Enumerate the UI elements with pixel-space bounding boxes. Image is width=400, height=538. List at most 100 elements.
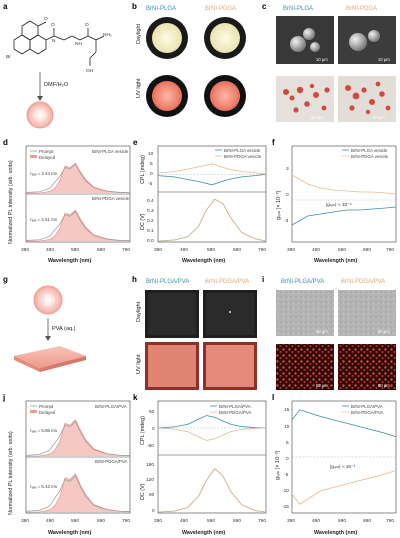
legend-e-1: BrNI-PLGA vesicle — [224, 148, 261, 153]
panel-f-yticks: 3 0 -3 — [284, 166, 289, 224]
l-ytick-5: -10 — [282, 488, 289, 494]
d-top-prompt-line — [25, 163, 131, 194]
panel-k-frame — [157, 400, 267, 514]
j-top-prompt-line — [25, 420, 131, 456]
legend-e-2: BrNI-PDGA vesicle — [224, 154, 262, 159]
film-plga-uv-inner — [148, 345, 196, 387]
panel-j-tau-bottom: τₐᵥₑ = 5.42 ms — [30, 484, 58, 489]
l-ytick-4: -5 — [284, 472, 289, 478]
pva-film-side-2 — [40, 356, 86, 372]
sem-sphere-3 — [310, 42, 320, 52]
k-ytick-b2: 60 — [149, 492, 155, 498]
powder-plga-day — [152, 23, 182, 53]
atom-o1: O — [51, 22, 55, 28]
panel-d-xlabel: Wavelength (nm) — [48, 258, 91, 264]
l-ytick-0: 15 — [284, 407, 290, 413]
legend-j-delayed: Delayed — [39, 410, 56, 415]
fluor-aggregates-pdga — [345, 81, 391, 115]
f-series-2 — [291, 174, 397, 195]
powder-pdga-day — [210, 23, 240, 53]
panel-e: e CPL (mdeg) DC (V) Wavelength (nm) 10 5… — [133, 138, 266, 264]
j-top-delayed-area — [26, 419, 130, 456]
panel-c-col2: BrNI-PDGA — [346, 6, 377, 12]
e-ytick-b0: 0.4 — [147, 198, 154, 204]
f-ytick-1: 0 — [286, 192, 289, 198]
l-xtick-1: 490 — [312, 518, 320, 524]
l-xtick-2: 590 — [338, 518, 346, 524]
k-top-series-2 — [157, 427, 267, 441]
arrow-head-g — [45, 336, 51, 341]
k-ytick-b0: 180 — [146, 462, 154, 468]
panel-g: g PVA (aq.) — [3, 275, 86, 372]
vesicle-illustration-g — [33, 285, 63, 315]
l-series-1 — [291, 409, 397, 438]
j-bottom-delayed-area — [26, 473, 130, 512]
d-bottom-prompt-line — [25, 211, 131, 242]
panel-label-a: a — [3, 2, 8, 11]
j-bottom-delayed-line — [26, 473, 131, 513]
panel-l: l gₗₓₘ (× 10⁻³) Wavelength (nm) 15 10 5 … — [272, 393, 397, 536]
k-xtick-2: 590 — [207, 518, 215, 524]
panel-e-frame — [157, 145, 267, 243]
panel-h-col2: BrNI-PDGA/PVA — [205, 279, 249, 285]
panel-d-xticks: 390 490 590 690 790 — [21, 247, 130, 253]
panel-c-col1: BrNI-PLGA — [283, 6, 313, 12]
f-xtick-1: 490 — [312, 247, 320, 253]
d-xtick-0: 390 — [21, 247, 29, 253]
k-xtick-4: 790 — [258, 518, 266, 524]
reagent-label-a: DMF/H₂O — [44, 82, 69, 88]
panel-e-yticks-bottom: 0.4 0.3 0.2 0.1 0.0 — [147, 198, 154, 244]
sem-plga — [276, 16, 334, 64]
e-top-series-1 — [157, 173, 267, 186]
panel-i-col2: BrNI-PDGA/PVA — [341, 279, 385, 285]
k-xtick-0: 390 — [154, 518, 162, 524]
panel-d-series-bottom: BrNI-PDGA vesicle — [92, 196, 130, 201]
panel-h-row1: Daylight — [136, 301, 142, 322]
l-xtick-0: 390 — [287, 518, 295, 524]
legend-k-2: BrNI-PDGA/PVA — [219, 410, 251, 415]
l-series-2 — [291, 470, 397, 505]
sem-film-pdga — [338, 290, 396, 336]
chemical-structure — [13, 20, 105, 66]
d-xtick-3: 690 — [97, 247, 105, 253]
k-top-series-1 — [157, 415, 267, 429]
atom-nh: NH — [75, 41, 82, 47]
k-ytick-b3: 0 — [152, 508, 155, 514]
e-xtick-1: 490 — [180, 247, 188, 253]
panel-a: a Br N O O NH O NH₂ OH DMF/H₂O — [3, 2, 112, 129]
d-xtick-1: 490 — [46, 247, 54, 253]
panel-k-xlabel: Wavelength (nm) — [182, 530, 225, 536]
d-bottom-delayed-area — [26, 210, 130, 241]
panel-k: k CPL (mdeg) DC (V) Wavelength (nm) 60 0… — [133, 393, 266, 536]
k-ytick-t1: 0 — [152, 426, 155, 432]
sem-film-plga — [276, 290, 334, 336]
k-ytick-t0: 60 — [149, 409, 155, 415]
atom-o3: O — [85, 22, 89, 28]
j-xtick-0: 390 — [21, 518, 29, 524]
panel-f-frame — [291, 145, 397, 243]
atom-nh2: NH₂ — [103, 32, 112, 38]
vesicle-illustration — [26, 101, 54, 129]
scale-bar-i1: 50 μm — [316, 329, 328, 334]
k-ytick-t2: -60 — [147, 443, 154, 449]
panel-j-series-bottom: BrNI-PDGA/PVA — [95, 459, 127, 464]
e-ytick-b1: 0.3 — [147, 208, 154, 214]
panel-l-xticks: 390 490 590 690 790 — [287, 518, 394, 524]
e-xtick-4: 790 — [258, 247, 266, 253]
powder-plga-uv — [152, 81, 182, 111]
panel-j-tau-top: τₐᵥₑ = 5.86 ms — [30, 428, 58, 433]
panel-i-col1: BrNI-PLGA/PVA — [281, 279, 324, 285]
panel-label-l: l — [272, 393, 274, 402]
panel-k-ylabel-top: CPL (mdeg) — [140, 416, 146, 445]
scale-bar-i2: 50 μm — [378, 329, 390, 334]
legend-j-prompt: Prompt — [39, 404, 54, 409]
panel-f-xticks: 390 490 590 690 790 — [287, 247, 394, 253]
panel-l-plot-area — [291, 409, 397, 505]
panel-f-ylabel: gₗₓₘ (× 10⁻³) — [276, 190, 282, 220]
scale-bar-c4: 50 μm — [373, 115, 385, 120]
atom-oh: OH — [86, 68, 94, 74]
panel-l-yticks: 15 10 5 0 -5 -10 -15 — [282, 407, 290, 510]
f-ytick-2: -3 — [284, 218, 289, 224]
panel-k-ylabel-bottom: DC (V) — [140, 483, 146, 500]
panel-e-ylabel-top: CPL (mdeg) — [140, 155, 146, 184]
